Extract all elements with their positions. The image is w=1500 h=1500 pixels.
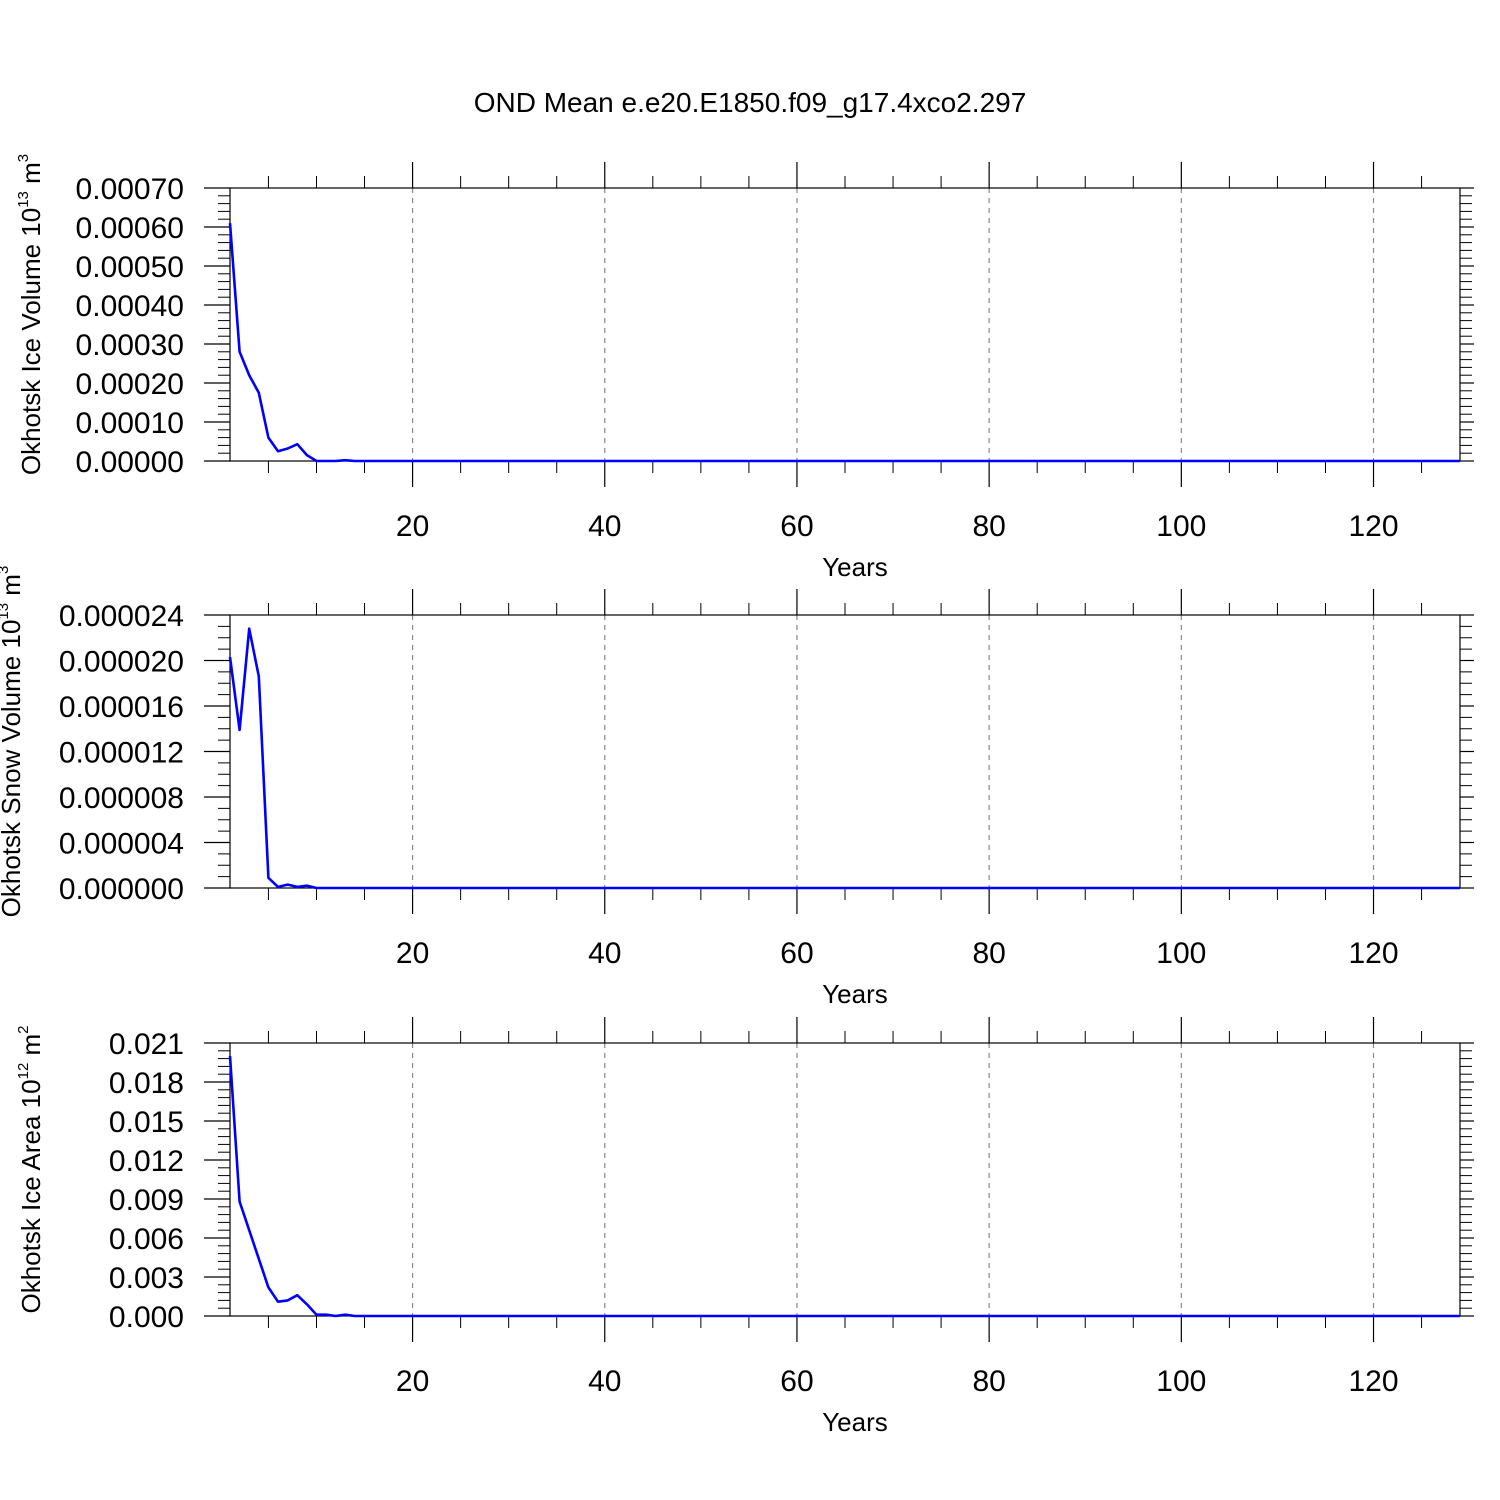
x-tick-label: 80: [972, 510, 1005, 543]
y-axis-label: Okhotsk Ice Volume 1013 m3: [15, 154, 46, 475]
x-tick-label: 80: [972, 937, 1005, 970]
plot-frame: [229, 1042, 1461, 1317]
y-tick-label: 0.000008: [59, 782, 184, 815]
y-tick-label: 0.006: [109, 1223, 184, 1256]
y-tick-label: 0.000020: [59, 646, 184, 679]
y-tick-label: 0.003: [109, 1262, 184, 1295]
x-axis-label: Years: [822, 1407, 888, 1437]
x-axis-label: Years: [822, 979, 888, 1009]
y-tick-label: 0.00040: [76, 290, 184, 323]
y-tick-label: 0.009: [109, 1184, 184, 1217]
x-axis-label: Years: [822, 552, 888, 582]
y-tick-label: 0.000024: [59, 600, 184, 633]
panel-3: 20 40 60 80 100 120 Years 0.000 0.003 0.006 0.009 0…: [15, 1017, 1474, 1437]
y-tick-label: 0.00060: [76, 212, 184, 245]
y-axis-label: Okhotsk Snow Volume 1013 m3: [0, 566, 26, 918]
x-tick-label: 100: [1156, 1365, 1206, 1398]
x-tick-label: 40: [588, 510, 621, 543]
x-tick-label: 40: [588, 937, 621, 970]
x-tick-label: 60: [780, 510, 813, 543]
y-tick-label: 0.000: [109, 1301, 184, 1334]
x-tick-label: 20: [396, 937, 429, 970]
y-tick-label: 0.00070: [76, 173, 184, 206]
y-tick-label: 0.000016: [59, 691, 184, 724]
x-tick-label: 40: [588, 1365, 621, 1398]
x-tick-label: 80: [972, 1365, 1005, 1398]
series-line-1: [228, 223, 1460, 463]
x-tick-label: 120: [1348, 937, 1398, 970]
x-tick-label: 20: [396, 510, 429, 543]
series-line-1: [228, 1055, 1460, 1318]
y-tick-label: 0.000004: [59, 828, 184, 861]
panel-2: 20 40 60 80 100 120 Years 0.000000 0.000004 0.000…: [0, 566, 1474, 1009]
y-tick-label: 0.00030: [76, 329, 184, 362]
y-tick-label: 0.00020: [76, 368, 184, 401]
figure-title: OND Mean e.e20.E1850.f09_g17.4xco2.297: [474, 87, 1027, 118]
x-tick-label: 100: [1156, 510, 1206, 543]
y-axis-label: Okhotsk Ice Area 1012 m2: [15, 1025, 46, 1313]
y-tick-label: 0.000012: [59, 737, 184, 770]
y-tick-label: 0.00010: [76, 407, 184, 440]
y-tick-label: 0.00000: [76, 446, 184, 479]
x-tick-label: 100: [1156, 937, 1206, 970]
y-tick-label: 0.015: [109, 1106, 184, 1139]
y-tick-label: 0.000000: [59, 873, 184, 906]
y-tick-label: 0.00050: [76, 251, 184, 284]
y-tick-label: 0.018: [109, 1067, 184, 1100]
x-tick-label: 120: [1348, 1365, 1398, 1398]
y-tick-label: 0.012: [109, 1145, 184, 1178]
plot-frame: [229, 187, 1461, 462]
plot-frame: [229, 614, 1461, 889]
chart-panels: 20 40 60 80 100 120Years0.000000.000100.00020…: [0, 154, 1474, 1437]
series-line-1: [228, 627, 1460, 890]
x-tick-label: 60: [780, 1365, 813, 1398]
x-tick-label: 120: [1348, 510, 1398, 543]
x-tick-label: 60: [780, 937, 813, 970]
panel-1: 20 40 60 80 100 120 Years 0.00000 0.00010 0.00020…: [15, 154, 1474, 582]
x-tick-label: 20: [396, 1365, 429, 1398]
y-tick-label: 0.021: [109, 1028, 184, 1061]
